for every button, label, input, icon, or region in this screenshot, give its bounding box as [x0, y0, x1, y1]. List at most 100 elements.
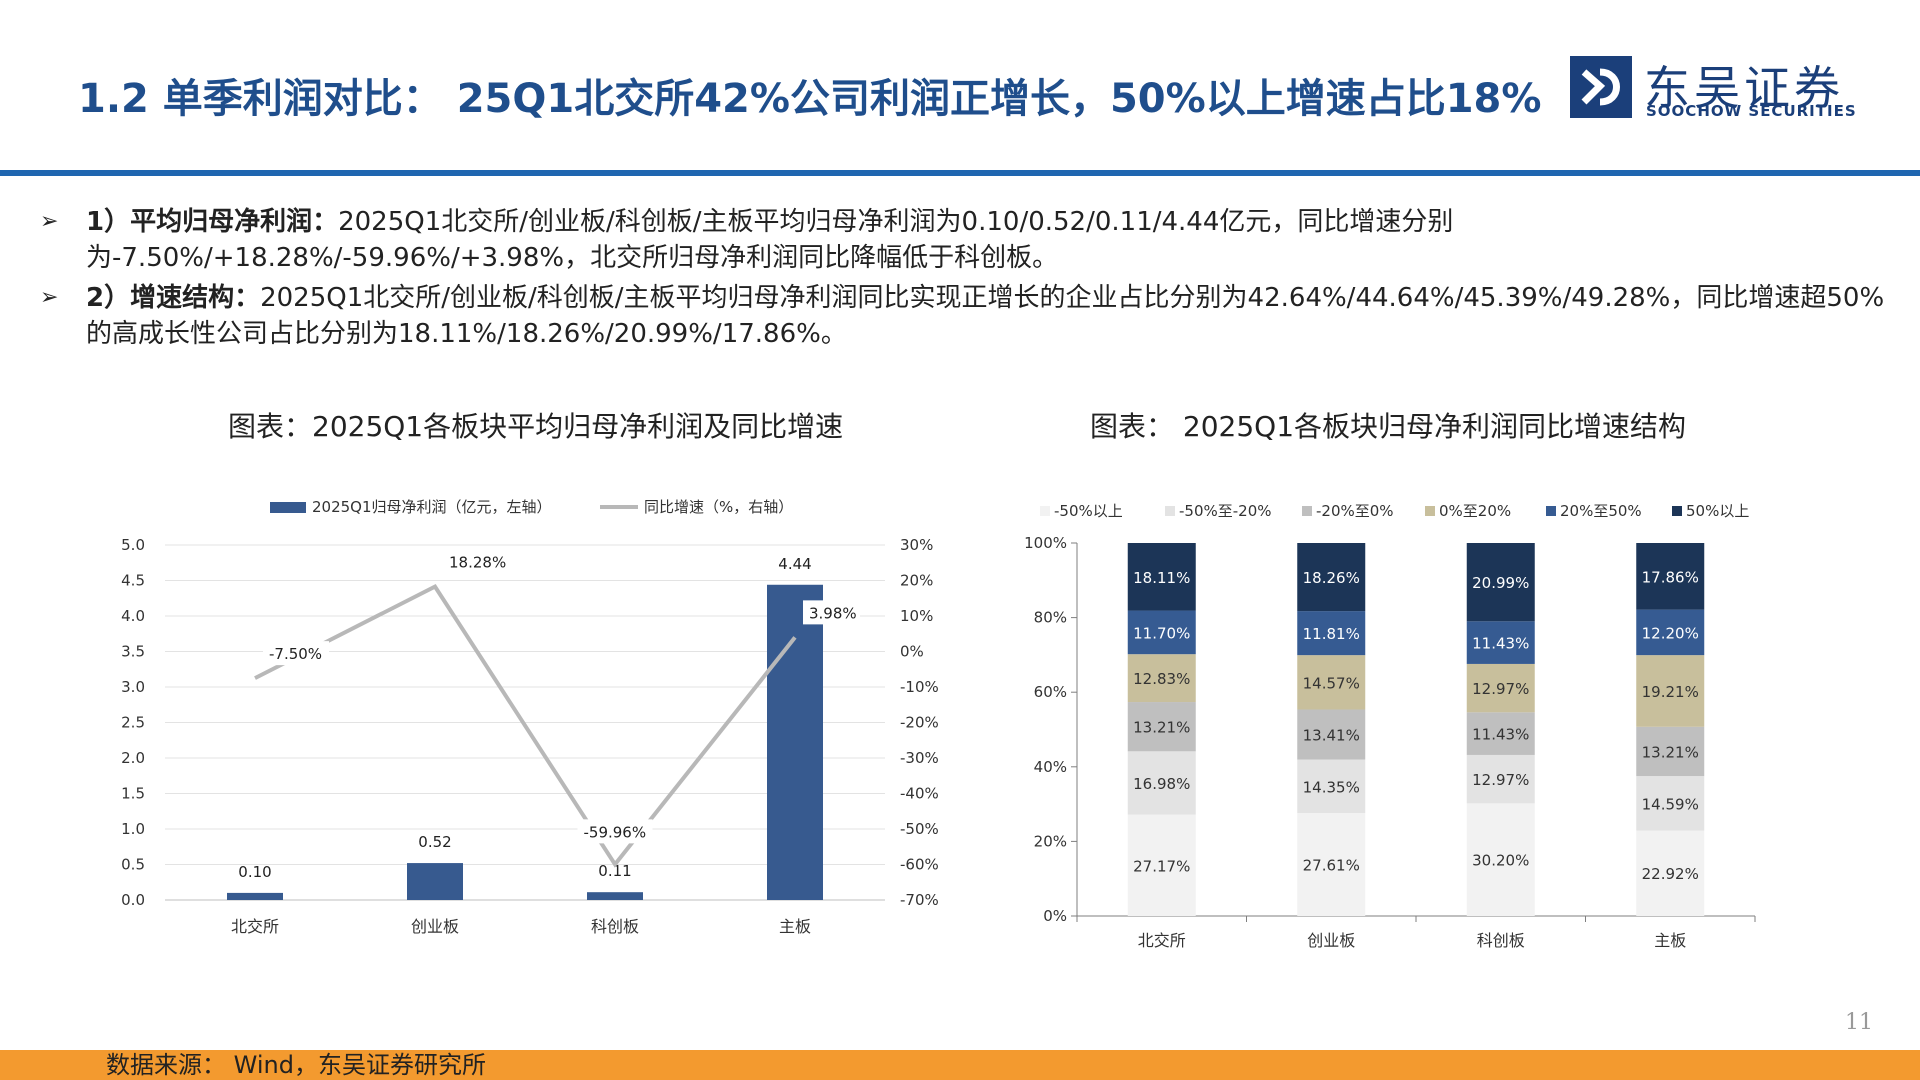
bullet-item: ➢ 1）平均归母净利润：2025Q1北交所/创业板/科创板/主板平均归母净利润为… [38, 204, 1888, 276]
growth-line [254, 584, 797, 868]
legend-swatch [1302, 506, 1312, 516]
profit-growth-combo-chart: 2025Q1归母净利润（亿元，左轴） 同比增速（%，右轴） 0.0 0.5 1.0 1.5… [121, 498, 939, 936]
stack-segment-主板 [1636, 726, 1705, 777]
legend-swatch [1425, 506, 1435, 516]
right-axis-tick-label: -20% [900, 714, 939, 732]
x-axis-category-label: 北交所 [231, 917, 279, 936]
bar-value-label: 4.44 [778, 555, 811, 573]
left-axis-tick-label: 0.0 [121, 891, 145, 909]
line-value-label: 3.98% [809, 604, 857, 622]
x-axis-category-label: 创业板 [411, 917, 459, 936]
summary-bullets: ➢ 1）平均归母净利润：2025Q1北交所/创业板/科创板/主板平均归母净利润为… [38, 204, 1888, 356]
stack-segment-创业板 [1297, 813, 1366, 916]
chart1-legend: 2025Q1归母净利润（亿元，左轴） 同比增速（%，右轴） [270, 498, 793, 516]
logo-text-cn: 东吴证券 [1644, 61, 1844, 115]
right-axis-tick-label: -30% [900, 749, 939, 767]
legend-label-bar: 2025Q1归母净利润（亿元，左轴） [312, 498, 552, 516]
chart2-legend: -50%以上 -50%至-20% -20%至0% 0%至20% 20%至50% 50%以上 [1040, 502, 1749, 520]
segment-value-label: 13.21% [1133, 719, 1190, 737]
y-axis-tick-label: 100% [1024, 534, 1067, 552]
segment-value-label: 16.98% [1133, 775, 1190, 793]
stack-segment-主板 [1636, 543, 1705, 610]
legend-label: -20%至0% [1316, 502, 1394, 520]
line-label-bg [577, 819, 653, 844]
arrow-bullet-icon: ➢ [40, 209, 59, 234]
stack-segment-科创板 [1466, 621, 1535, 664]
bar-科创板 [587, 892, 643, 900]
segment-value-label: 12.20% [1642, 624, 1699, 642]
right-axis-tick-label: -10% [900, 678, 939, 696]
soochow-logo-icon [1570, 56, 1632, 118]
left-axis-tick-label: 3.5 [121, 643, 145, 661]
segment-value-label: 30.20% [1472, 852, 1529, 870]
stack-segment-主板 [1636, 776, 1705, 831]
y-axis-tick-label: 80% [1034, 609, 1067, 627]
stack-segment-北交所 [1127, 543, 1196, 611]
segment-value-label: 11.70% [1133, 624, 1190, 642]
legend-label: 20%至50% [1560, 502, 1642, 520]
segment-value-label: 12.97% [1472, 680, 1529, 698]
bar-value-label: 0.10 [238, 863, 271, 881]
y-axis-tick-label: 0% [1043, 907, 1067, 925]
stack-segment-科创板 [1466, 803, 1535, 916]
segment-value-label: 13.41% [1303, 726, 1360, 744]
left-axis-tick-label: 1.5 [121, 785, 145, 803]
right-axis-tick-label: 20% [900, 572, 933, 590]
right-axis-tick-label: 10% [900, 607, 933, 625]
x-axis-category-label: 北交所 [1138, 931, 1186, 950]
left-axis-tick-label: 0.5 [121, 856, 145, 874]
stack-segment-创业板 [1297, 759, 1366, 814]
legend-label: 50%以上 [1686, 502, 1749, 520]
segment-value-label: 12.83% [1133, 670, 1190, 688]
line-value-label: -7.50% [269, 645, 322, 663]
y-axis-tick-label: 20% [1034, 832, 1067, 850]
segment-value-label: 19.21% [1642, 683, 1699, 701]
line-label-bg [803, 600, 860, 625]
right-axis-tick-label: -70% [900, 891, 939, 909]
arrow-bullet-icon: ➢ [40, 285, 59, 310]
right-axis-tick-label: 0% [900, 643, 924, 661]
stack-segment-主板 [1636, 830, 1705, 916]
segment-value-label: 14.59% [1642, 795, 1699, 813]
bar-创业板 [407, 863, 463, 900]
legend-label: -50%至-20% [1179, 502, 1272, 520]
legend-label: 0%至20% [1439, 502, 1511, 520]
logo-text-en: SOOCHOW SECURITIES [1646, 102, 1857, 120]
x-axis-category-label: 创业板 [1307, 931, 1355, 950]
header-divider [0, 170, 1920, 176]
right-axis-tick-label: -40% [900, 785, 939, 803]
left-axis-tick-label: 5.0 [121, 536, 145, 554]
legend-swatch [1165, 506, 1175, 516]
segment-value-label: 22.92% [1642, 865, 1699, 883]
stack-segment-科创板 [1466, 543, 1535, 622]
line-value-label: -59.96% [584, 823, 647, 841]
stack-segment-北交所 [1127, 610, 1196, 655]
legend-swatch-bar [270, 502, 306, 513]
y-axis-tick-label: 60% [1034, 683, 1067, 701]
data-source: 数据来源： Wind，东吴证券研究所 [106, 1051, 486, 1079]
left-axis-tick-label: 3.0 [121, 678, 145, 696]
left-axis-tick-label: 2.0 [121, 749, 145, 767]
legend-swatch [1672, 506, 1682, 516]
stack-segment-创业板 [1297, 655, 1366, 710]
stack-segment-科创板 [1466, 754, 1535, 804]
bar-北交所 [227, 892, 283, 900]
right-axis-tick-label: -50% [900, 820, 939, 838]
bullet-text: 2025Q1北交所/创业板/科创板/主板平均归母净利润为0.10/0.52/0.… [86, 207, 1454, 273]
growth-structure-stacked-chart: -50%以上 -50%至-20% -20%至0% 0%至20% 20%至50% 50%以上… [1024, 502, 1756, 950]
chart1-title: 图表：2025Q1各板块平均归母净利润及同比增速 [228, 410, 844, 443]
segment-value-label: 14.57% [1303, 674, 1360, 692]
brand-logo: 东吴证券 SOOCHOW SECURITIES [1570, 52, 1860, 122]
segment-value-label: 27.61% [1303, 857, 1360, 875]
left-axis-tick-label: 1.0 [121, 820, 145, 838]
legend-label-line: 同比增速（%，右轴） [644, 498, 793, 516]
stack-segment-北交所 [1127, 751, 1196, 815]
segment-value-label: 11.43% [1472, 726, 1529, 744]
segment-value-label: 11.43% [1472, 635, 1529, 653]
segment-value-label: 11.81% [1303, 625, 1360, 643]
segment-value-label: 13.21% [1642, 743, 1699, 761]
page-number: 11 [1845, 1010, 1873, 1035]
bar-value-label: 0.52 [418, 833, 451, 851]
segment-value-label: 17.86% [1642, 568, 1699, 586]
line-value-label: 18.28% [449, 554, 506, 572]
